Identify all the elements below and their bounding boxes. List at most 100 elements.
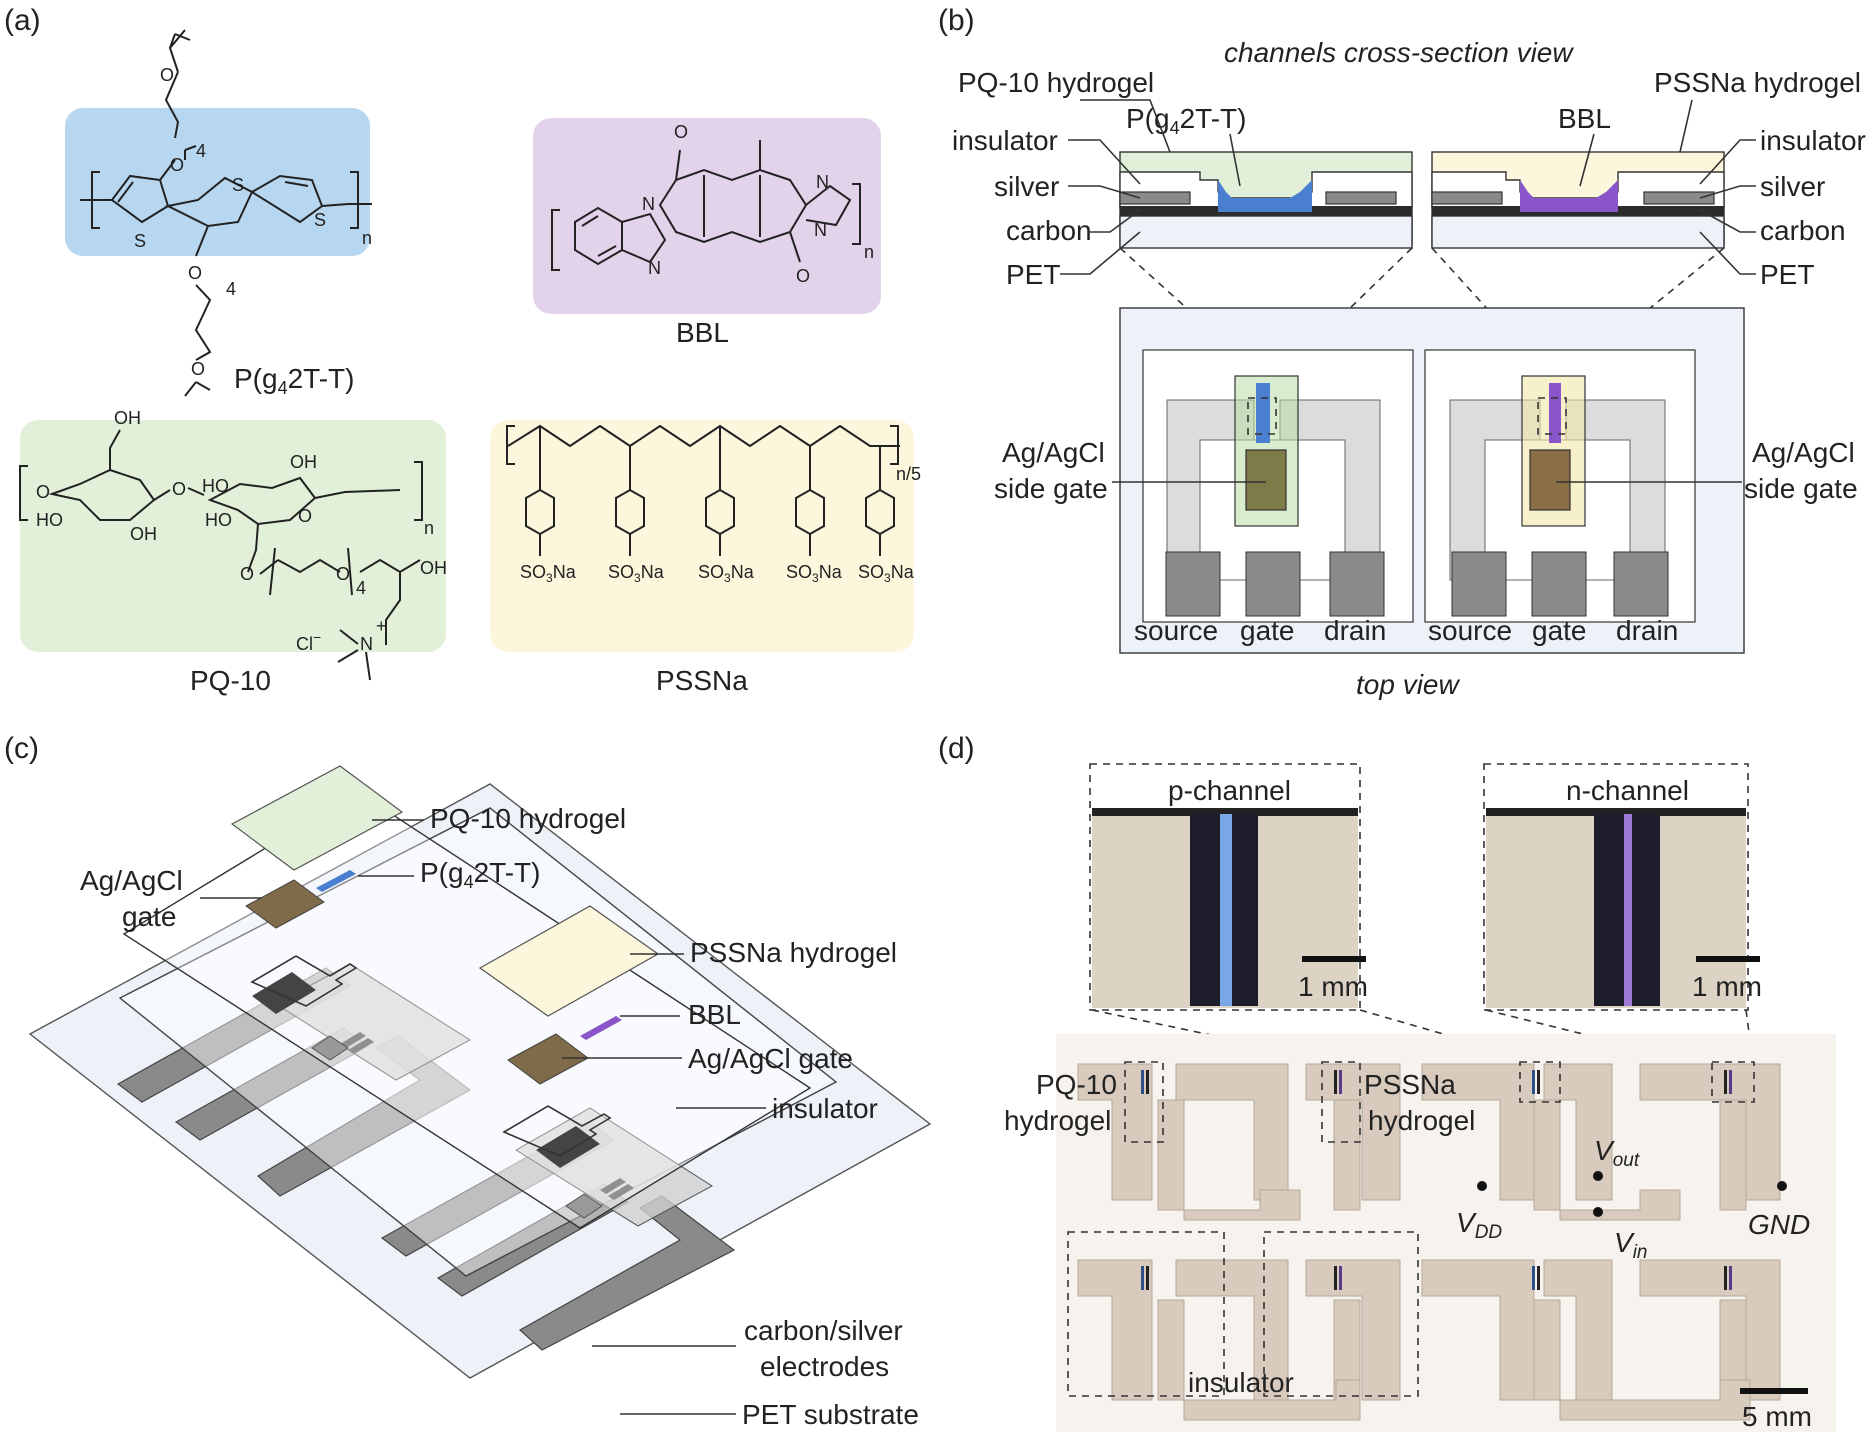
subscript-4: 4 <box>196 141 206 161</box>
c-electrodes-label-1: carbon/silver <box>744 1315 903 1346</box>
bbl-highlight <box>533 118 881 314</box>
atom-o: O <box>191 359 205 379</box>
atom-o: O <box>172 479 186 499</box>
terminal-drain-2: drain <box>1616 615 1678 646</box>
c-electrodes-label-2: electrodes <box>760 1351 889 1382</box>
atom-n: N <box>814 220 827 240</box>
scale-1mm-n: 1 mm <box>1692 971 1762 1002</box>
subscript-4: 4 <box>356 578 366 598</box>
atom-ho: HO <box>202 476 229 496</box>
panel-d: (d) p-channel 1 mm n-channel 1 mm <box>938 732 1836 1432</box>
p-channel-label: p-channel <box>1168 775 1291 806</box>
subscript-n: n <box>424 518 434 538</box>
cross-section-left <box>1119 151 1413 249</box>
b-left-gate-label-2: side gate <box>994 473 1108 504</box>
panel-b: (b) channels cross-section view PQ-10 hy… <box>938 4 1866 700</box>
atom-o: O <box>796 266 810 286</box>
pssna-rings <box>525 426 895 556</box>
pssna-structure: n/5 SO3Na SO3Na SO3Na SO3Na SO3Na PSSNa <box>490 420 921 696</box>
terminal-source-1: source <box>1134 615 1218 646</box>
panel-a: (a) O O 4 n S S S <box>4 4 921 696</box>
atom-oh: OH <box>290 452 317 472</box>
terminal-gate-1: gate <box>1240 615 1295 646</box>
d-pssna-label-1: PSSNa <box>1364 1069 1456 1100</box>
panel-a-label: (a) <box>4 4 41 37</box>
pq10-caption: PQ-10 <box>190 665 271 696</box>
atom-o: O <box>298 506 312 526</box>
b-left-hydrogel-label: PQ-10 hydrogel <box>958 67 1154 98</box>
pg42tt-channel <box>316 870 356 892</box>
so3na: SO3Na <box>698 562 755 585</box>
c-pssna-label: PSSNa hydrogel <box>690 937 897 968</box>
c-gate1-label-1: Ag/AgCl <box>80 865 183 896</box>
c-gate1-label-2: gate <box>122 901 177 932</box>
atom-s: S <box>314 210 326 230</box>
d-pq10-label-1: PQ-10 <box>1036 1069 1117 1100</box>
vdd-label: VDD <box>1456 1207 1502 1243</box>
atom-ho: HO <box>205 510 232 530</box>
photo-channels <box>1141 1070 1732 1290</box>
vout-label: Vout <box>1594 1135 1640 1171</box>
pg42tt-caption: P(g42T-T) <box>234 363 354 398</box>
c-polymer-label: P(g42T-T) <box>420 857 540 892</box>
subscript-n: n <box>864 242 874 262</box>
atom-oh: OH <box>420 558 447 578</box>
c-substrate-label: PET substrate <box>742 1399 919 1430</box>
scale-1mm-p: 1 mm <box>1298 971 1368 1002</box>
atom-o: O <box>188 263 202 283</box>
atom-o: O <box>240 564 254 584</box>
b-right-insulator-label: insulator <box>1760 125 1866 156</box>
scale-bar-5mm <box>1740 1388 1808 1394</box>
b-right-pet-label: PET <box>1760 259 1814 290</box>
atom-s: S <box>134 231 146 251</box>
subscript-4: 4 <box>226 279 236 299</box>
c-gate2-label: Ag/AgCl gate <box>688 1043 853 1074</box>
c-bbl-label: BBL <box>688 999 741 1030</box>
panel-b-label: (b) <box>938 4 975 37</box>
pq10-hydrogel-layer <box>230 765 404 871</box>
atom-ho: HO <box>36 510 63 530</box>
cross-section-right <box>1431 151 1725 249</box>
b-right-hydrogel-label: PSSNa hydrogel <box>1654 67 1861 98</box>
atom-oh: OH <box>114 408 141 428</box>
b-right-gate-label-2: side gate <box>1744 473 1858 504</box>
atom-o: O <box>160 65 174 85</box>
bbl-channel <box>580 1016 622 1040</box>
atom-n: N <box>360 634 373 654</box>
terminal-drain-1: drain <box>1324 615 1386 646</box>
atom-n: N <box>648 258 661 278</box>
bbl-caption: BBL <box>676 317 729 348</box>
pq10-highlight <box>20 420 446 652</box>
pssna-caption: PSSNa <box>656 665 748 696</box>
atom-o: O <box>170 155 184 175</box>
chloride: Cl− <box>296 629 321 654</box>
b-right-carbon-label: carbon <box>1760 215 1846 246</box>
b-left-polymer-label: P(g42T-T) <box>1126 103 1246 138</box>
p-channel-micrograph: p-channel 1 mm <box>1089 763 1368 1011</box>
vin-label: Vin <box>1614 1227 1647 1263</box>
so3na: SO3Na <box>520 562 577 585</box>
pg42tt-highlight <box>65 108 370 256</box>
so3na: SO3Na <box>858 562 915 585</box>
d-pq10-label-2: hydrogel <box>1004 1105 1111 1136</box>
pg42tt-structure: O O 4 n S S S O 4 O P(g42T-T <box>65 29 372 398</box>
atom-o: O <box>674 122 688 142</box>
so3na: SO3Na <box>786 562 843 585</box>
top-view-title: top view <box>1356 669 1460 700</box>
subscript-n: n <box>362 228 372 248</box>
b-left-pet-label: PET <box>1006 259 1060 290</box>
atom-s: S <box>232 175 244 195</box>
gate-1 <box>245 879 325 929</box>
panel-d-label: (d) <box>938 732 975 765</box>
scale-5mm: 5 mm <box>1742 1401 1812 1432</box>
subscript-n5: n/5 <box>896 464 921 484</box>
pssna-highlight <box>490 420 914 652</box>
atom-o: O <box>36 482 50 502</box>
so3na: SO3Na <box>608 562 665 585</box>
atom-o: O <box>336 564 350 584</box>
charge-plus: + <box>376 616 387 636</box>
terminal-source-2: source <box>1428 615 1512 646</box>
atom-oh: OH <box>130 524 157 544</box>
b-left-insulator-label: insulator <box>952 125 1058 156</box>
